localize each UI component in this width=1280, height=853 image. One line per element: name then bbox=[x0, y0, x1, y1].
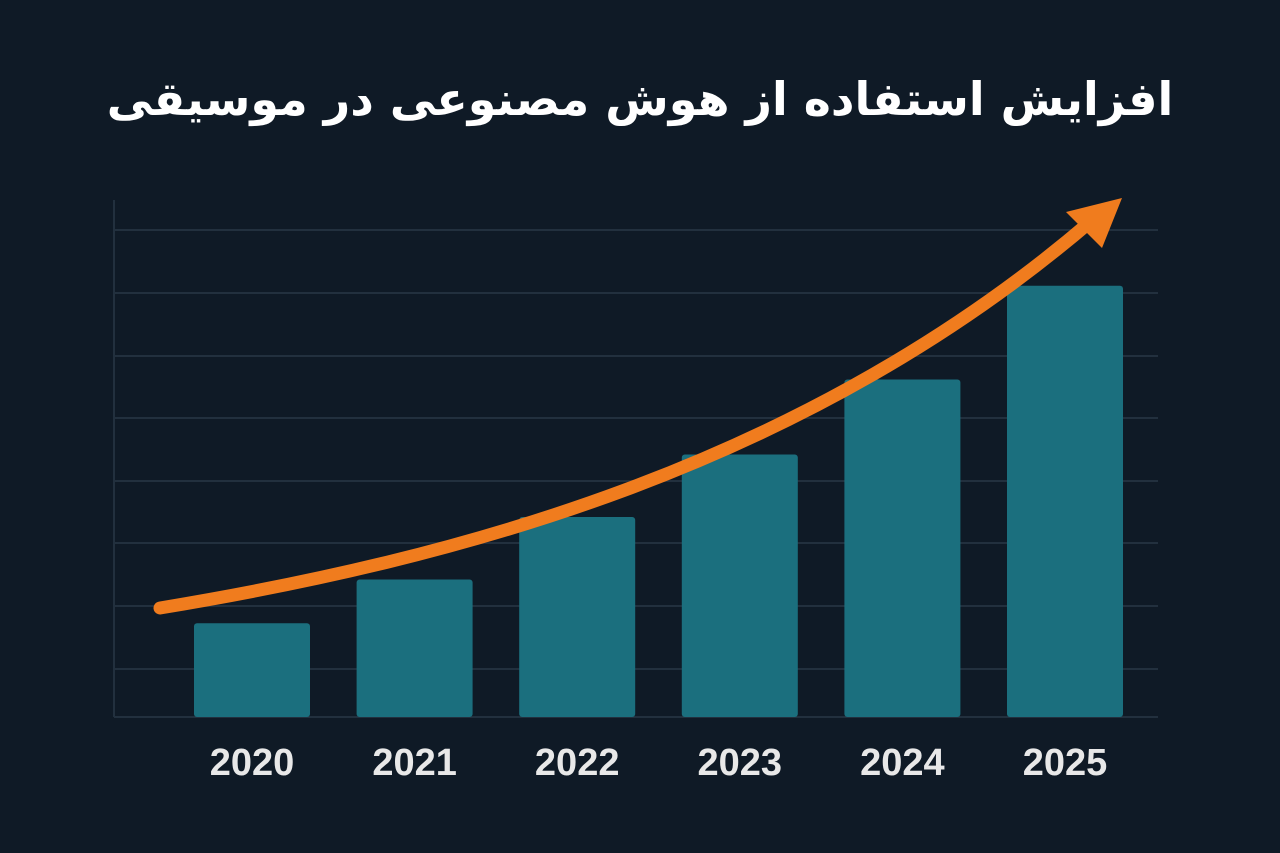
bar-2022 bbox=[519, 517, 636, 717]
bars bbox=[194, 285, 1123, 717]
chart-title: افزایش استفاده از هوش مصنوعی در موسیقی bbox=[106, 72, 1174, 126]
bar-2023 bbox=[681, 454, 798, 717]
x-tick-label: 2021 bbox=[372, 742, 457, 784]
bar-2025 bbox=[1007, 285, 1123, 717]
x-tick-labels: 2020 2021 2022 2023 2024 2025 bbox=[210, 742, 1108, 784]
x-tick-label: 2025 bbox=[1023, 742, 1108, 784]
trend-arrow-line bbox=[153, 215, 1097, 615]
x-tick-label: 2020 bbox=[210, 742, 295, 784]
bar-2020 bbox=[194, 623, 310, 717]
x-tick-label: 2023 bbox=[698, 742, 783, 784]
bar-2024 bbox=[844, 379, 961, 717]
trend-arrowhead-icon bbox=[1066, 198, 1122, 248]
x-tick-label: 2022 bbox=[535, 742, 620, 784]
x-tick-label: 2024 bbox=[860, 742, 945, 784]
bar-2021 bbox=[356, 579, 473, 717]
